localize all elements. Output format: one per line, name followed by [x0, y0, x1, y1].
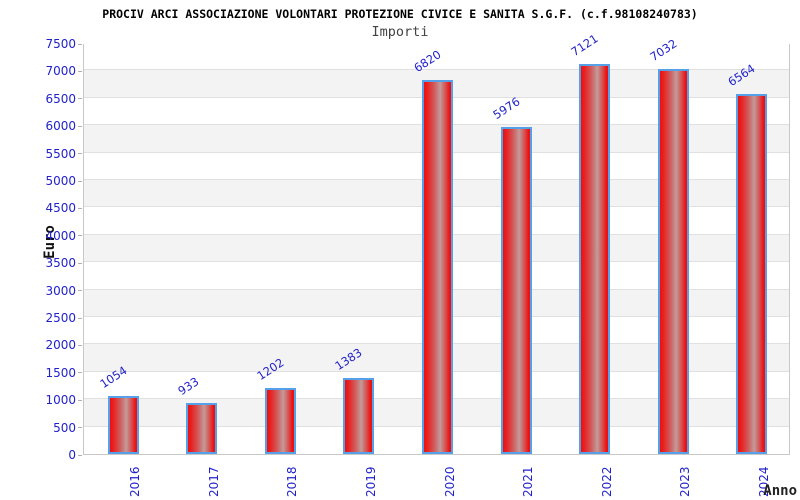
x-tick-label: 2019 [363, 466, 378, 497]
x-tick-label: 2017 [206, 466, 221, 497]
y-tick-label: 1500 [45, 365, 76, 380]
y-tick-label: 2500 [45, 311, 76, 325]
y-tick-mark [78, 399, 82, 401]
y-tick-label: 7000 [45, 64, 76, 79]
y-tick-mark [78, 317, 82, 319]
gridline [84, 69, 789, 71]
bar [579, 63, 611, 454]
y-tick-mark [78, 235, 82, 237]
y-tick-mark [78, 262, 82, 264]
bar [343, 378, 375, 454]
y-tick-mark [78, 454, 82, 456]
x-tick-label: 2021 [521, 466, 536, 497]
y-tick-label: 6000 [45, 119, 76, 134]
x-tick-label: 2016 [128, 466, 143, 497]
x-tick-label: 2018 [285, 466, 300, 497]
x-tick-label: 2020 [442, 466, 457, 497]
y-tick-label: 500 [53, 420, 76, 435]
y-tick-mark [78, 43, 82, 45]
plot-band [84, 43, 789, 71]
chart-subtitle: Importi [371, 24, 429, 40]
y-tick-mark [78, 125, 82, 127]
y-tick-label: 5000 [45, 174, 76, 188]
y-tick-mark [78, 207, 82, 209]
y-tick-mark [78, 372, 82, 374]
y-tick-mark [78, 344, 82, 346]
bar [736, 94, 768, 454]
y-tick-label: 1000 [45, 393, 76, 408]
y-tick-label: 7500 [45, 37, 76, 51]
bar [500, 126, 532, 454]
y-tick-mark [78, 290, 82, 292]
y-tick-label: 0 [68, 448, 76, 462]
y-tick-label: 4000 [45, 228, 76, 243]
y-tick-label: 3000 [45, 283, 76, 298]
y-tick-mark [78, 98, 82, 100]
y-tick-label: 2000 [45, 338, 76, 353]
x-axis-title: Anno [763, 483, 797, 499]
bar [422, 80, 453, 454]
x-tick-label: 2022 [599, 466, 614, 497]
bar [264, 388, 296, 454]
y-tick-label: 3500 [45, 256, 76, 271]
y-tick-mark [78, 153, 82, 155]
plot-area: 1054 933 1202 1383 6820 5976 7121 7032 6564 [83, 31, 790, 455]
y-tick-mark [78, 180, 82, 182]
bar [186, 402, 218, 454]
chart-title: PROCIV ARCI ASSOCIAZIONE VOLONTARI PROTE… [102, 7, 698, 21]
y-tick-label: 6500 [45, 91, 76, 106]
x-tick-label: 2023 [678, 466, 693, 497]
bar [107, 396, 139, 454]
bar [657, 68, 689, 454]
y-tick-mark [78, 70, 82, 72]
y-tick-label: 5500 [45, 146, 76, 161]
y-tick-label: 4500 [45, 201, 76, 216]
y-tick-mark [78, 427, 82, 429]
